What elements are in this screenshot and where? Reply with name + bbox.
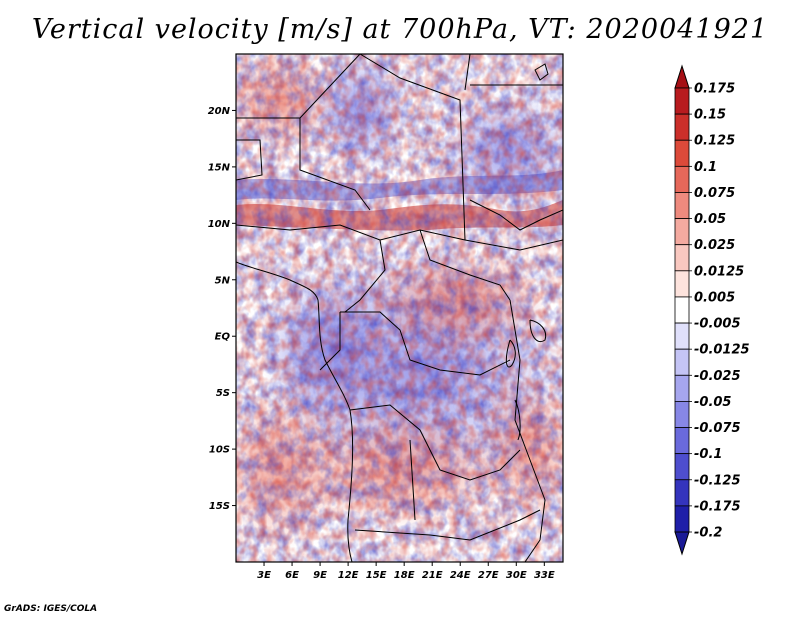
colorbar-swatch	[674, 401, 690, 428]
lon-tick-label: 30E	[506, 570, 527, 581]
lon-tick-label: 27E	[478, 570, 499, 581]
lat-tick-label: 5S	[216, 388, 230, 399]
lon-tick-label: 24E	[450, 570, 471, 581]
colorbar-swatch	[674, 87, 690, 115]
colorbar-label: -0.075	[694, 421, 741, 436]
colorbar-label: -0.2	[694, 526, 722, 541]
colorbar-label: -0.0125	[694, 343, 750, 358]
plot-title: Vertical velocity [m/s] at 700hPa, VT: 2…	[31, 14, 769, 45]
vertical-velocity-field	[236, 54, 563, 562]
colorbar-swatch	[674, 453, 690, 481]
colorbar-label: 0.05	[694, 212, 726, 227]
colorbar-swatch	[674, 427, 690, 455]
lon-tick-label: 6E	[285, 570, 299, 581]
colorbar-label: 0.125	[694, 134, 735, 149]
colorbar-label: 0.0125	[694, 264, 744, 279]
map-frame	[235, 53, 564, 563]
colorbar-label: 0.175	[694, 82, 735, 97]
lon-tick-label: 33E	[534, 570, 555, 581]
colorbar-label: -0.05	[694, 395, 731, 410]
lat-tick-label: 15S	[209, 501, 230, 512]
colorbar-swatch	[674, 139, 690, 167]
colorbar-label: -0.025	[694, 369, 741, 384]
lat-tick-label: 10N	[208, 219, 231, 230]
colorbar-swatch	[674, 479, 690, 507]
colorbar-swatch	[674, 192, 690, 219]
lon-tick-label: 12E	[338, 570, 359, 581]
lon-tick-label: 21E	[422, 570, 443, 581]
colorbar-label: 0.075	[694, 186, 735, 201]
axis-ticks: 20N 15N 10N 5N EQ 5S 10S 15S 3E 6E 9E 12E 15E 18E 21E 2…	[208, 106, 555, 581]
colorbar-swatch	[674, 296, 690, 324]
colorbar-bottom-arrow	[674, 531, 690, 556]
colorbar-label: -0.175	[694, 499, 741, 514]
colorbar-label: 0.025	[694, 238, 735, 253]
colorbar-swatch	[674, 218, 690, 246]
software-credit: GrADS: IGES/COLA	[4, 604, 98, 614]
colorbar-swatch	[674, 348, 690, 376]
colorbar: 0.175 0.15 0.125 0.1 0.075 0.05 0.025 0.0125 0.0…	[674, 64, 750, 556]
colorbar-swatch	[674, 505, 690, 533]
colorbar-swatch	[674, 270, 690, 298]
colorbar-swatch	[674, 322, 690, 350]
colorbar-swatch	[674, 165, 690, 193]
colorbar-label: -0.1	[694, 447, 722, 462]
colorbar-label: 0.15	[694, 108, 726, 123]
lat-tick-label: EQ	[215, 332, 231, 343]
colorbar-swatch	[674, 374, 690, 402]
colorbar-swatch	[674, 113, 690, 141]
lat-tick-label: 15N	[208, 162, 231, 173]
lat-tick-label: 20N	[208, 106, 231, 117]
colorbar-label: 0.005	[694, 290, 735, 305]
lat-tick-label: 10S	[209, 445, 230, 456]
colorbar-label: 0.1	[694, 160, 717, 175]
colorbar-swatch	[674, 244, 690, 272]
colorbar-label: -0.005	[694, 317, 741, 332]
lon-tick-label: 3E	[257, 570, 271, 581]
lon-tick-label: 18E	[394, 570, 415, 581]
lat-tick-label: 5N	[215, 275, 231, 286]
colorbar-top-arrow	[674, 64, 690, 89]
coastline-and-borders	[236, 54, 563, 562]
colorbar-label: -0.125	[694, 473, 741, 488]
lon-tick-label: 9E	[313, 570, 327, 581]
lon-tick-label: 15E	[366, 570, 387, 581]
